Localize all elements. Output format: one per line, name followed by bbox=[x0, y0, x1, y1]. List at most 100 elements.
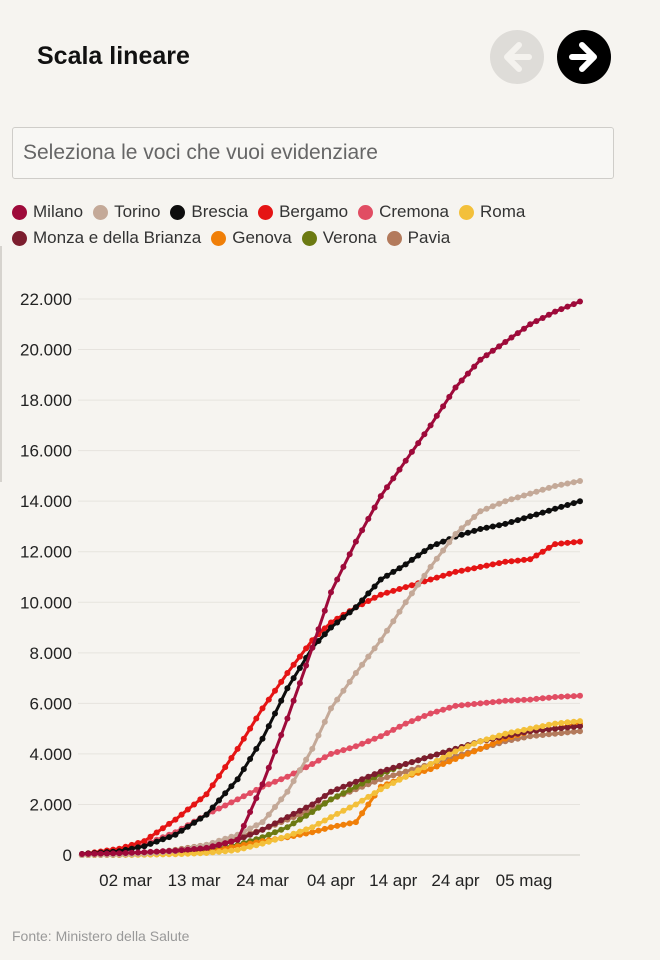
data-point bbox=[303, 662, 310, 669]
data-point bbox=[496, 698, 503, 705]
legend-item[interactable]: Verona bbox=[301, 228, 377, 248]
data-point bbox=[508, 496, 515, 503]
data-point bbox=[191, 801, 198, 808]
data-point bbox=[502, 520, 509, 527]
highlight-search-input[interactable] bbox=[12, 127, 614, 179]
data-point bbox=[440, 403, 447, 410]
data-point bbox=[315, 732, 322, 739]
data-point bbox=[371, 735, 378, 742]
data-point bbox=[328, 814, 334, 821]
data-point bbox=[521, 726, 527, 733]
data-point bbox=[141, 849, 148, 856]
data-point bbox=[352, 538, 359, 545]
data-point bbox=[234, 836, 241, 843]
data-point bbox=[321, 817, 328, 824]
data-point bbox=[477, 700, 484, 707]
data-point bbox=[265, 696, 272, 703]
data-point bbox=[508, 519, 515, 525]
series-bergamo[interactable] bbox=[79, 538, 583, 858]
data-point bbox=[477, 508, 484, 515]
data-point bbox=[247, 825, 254, 832]
legend-item[interactable]: Monza e della Brianza bbox=[12, 228, 201, 248]
data-point bbox=[352, 604, 359, 611]
data-point bbox=[315, 638, 322, 644]
data-point bbox=[240, 735, 247, 742]
data-point bbox=[545, 311, 552, 318]
data-point bbox=[471, 514, 478, 520]
data-point bbox=[284, 788, 291, 795]
data-point bbox=[178, 811, 185, 818]
legend-item[interactable]: Brescia bbox=[170, 202, 248, 222]
data-point bbox=[166, 848, 173, 854]
data-point bbox=[228, 755, 235, 761]
series-brescia[interactable] bbox=[79, 498, 583, 857]
data-point bbox=[390, 587, 397, 594]
data-point bbox=[577, 718, 583, 725]
data-point bbox=[97, 850, 104, 857]
data-point bbox=[427, 761, 434, 767]
data-point bbox=[402, 584, 409, 591]
data-point bbox=[321, 825, 328, 832]
legend-item[interactable]: Roma bbox=[459, 202, 525, 222]
data-point bbox=[483, 743, 490, 750]
data-point bbox=[216, 848, 222, 855]
previous-button[interactable] bbox=[490, 30, 544, 84]
data-point bbox=[352, 743, 359, 750]
data-point bbox=[508, 558, 515, 565]
data-point bbox=[464, 750, 471, 757]
data-point bbox=[352, 819, 359, 826]
x-tick-label: 14 apr bbox=[369, 871, 418, 890]
legend-item[interactable]: Genova bbox=[211, 228, 292, 248]
next-button[interactable] bbox=[557, 30, 611, 84]
data-point bbox=[234, 745, 241, 752]
data-point bbox=[296, 828, 303, 835]
data-point bbox=[234, 796, 241, 803]
data-point bbox=[390, 764, 397, 771]
data-point bbox=[272, 748, 278, 755]
data-point bbox=[303, 830, 310, 837]
data-point bbox=[402, 561, 409, 568]
data-point bbox=[570, 539, 577, 546]
data-point bbox=[240, 834, 247, 841]
data-point bbox=[558, 720, 565, 726]
data-point bbox=[396, 608, 403, 615]
data-point bbox=[464, 529, 471, 536]
data-point bbox=[489, 734, 496, 741]
legend-item[interactable]: Milano bbox=[12, 202, 83, 222]
data-point bbox=[253, 842, 260, 849]
data-point bbox=[483, 505, 490, 512]
legend-item[interactable]: Pavia bbox=[386, 228, 450, 248]
data-point bbox=[228, 799, 235, 806]
legend-item[interactable]: Torino bbox=[93, 202, 160, 222]
data-point bbox=[558, 693, 565, 700]
data-point bbox=[489, 561, 496, 568]
data-point bbox=[159, 825, 166, 832]
data-point bbox=[396, 776, 403, 783]
series-milano[interactable] bbox=[79, 298, 583, 858]
data-point bbox=[396, 762, 403, 769]
data-point bbox=[577, 478, 583, 484]
data-point bbox=[321, 793, 328, 799]
data-point bbox=[508, 697, 515, 704]
data-point bbox=[433, 555, 440, 562]
data-point bbox=[415, 715, 422, 722]
data-point bbox=[272, 778, 278, 785]
data-point bbox=[483, 736, 490, 743]
data-point bbox=[265, 831, 272, 838]
legend-item[interactable]: Bergamo bbox=[258, 202, 348, 222]
data-point bbox=[489, 699, 496, 706]
data-point bbox=[377, 776, 384, 783]
data-point bbox=[390, 618, 397, 625]
data-point bbox=[471, 527, 478, 534]
data-point bbox=[558, 481, 565, 488]
data-point bbox=[427, 563, 434, 570]
legend-item[interactable]: Cremona bbox=[358, 202, 449, 222]
data-point bbox=[533, 724, 540, 731]
data-point bbox=[433, 541, 440, 548]
data-point bbox=[502, 697, 509, 704]
data-point bbox=[408, 448, 415, 455]
data-point bbox=[408, 590, 415, 597]
data-point bbox=[296, 665, 303, 671]
data-point bbox=[222, 848, 229, 855]
data-point bbox=[421, 431, 428, 438]
